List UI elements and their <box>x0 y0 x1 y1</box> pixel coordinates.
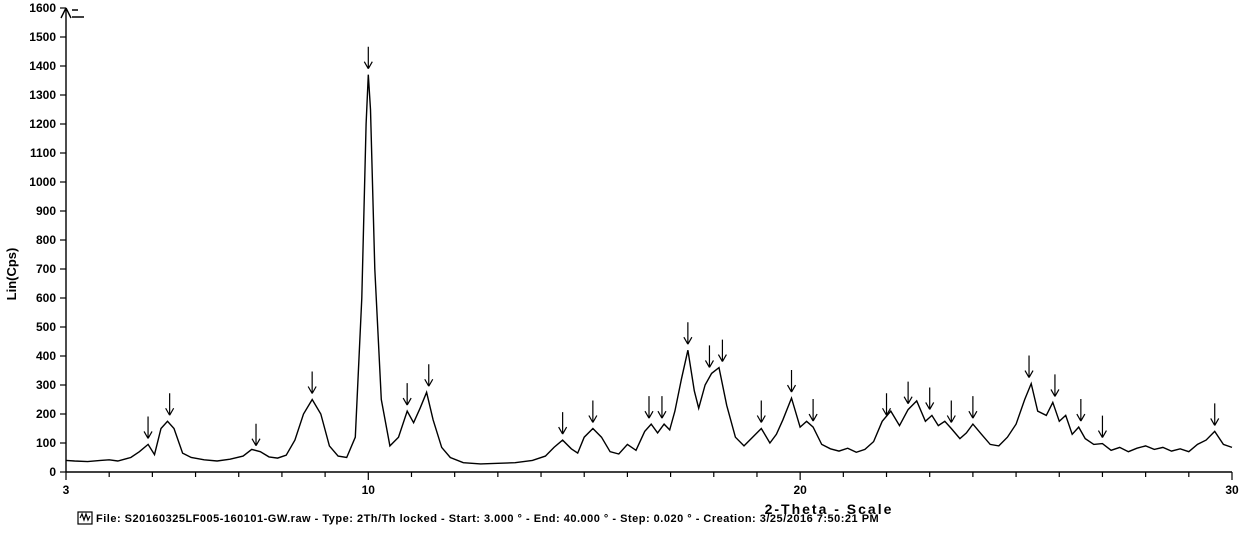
y-tick-label: 1200 <box>29 117 56 131</box>
peak-marker-icon <box>645 396 653 418</box>
y-tick-label: 800 <box>36 233 56 247</box>
y-tick-label: 1300 <box>29 88 56 102</box>
footer-file-info: File: S20160325LF005-160101-GW.raw - Typ… <box>96 513 879 525</box>
peak-marker-icon <box>788 370 796 392</box>
peak-marker-icon <box>684 322 692 344</box>
peak-marker-icon <box>252 424 260 446</box>
peak-marker-icon <box>559 412 567 434</box>
peak-marker-icon <box>658 396 666 418</box>
y-tick-label: 1600 <box>29 1 56 15</box>
x-tick-label: 10 <box>362 483 376 497</box>
peak-marker-icon <box>144 416 152 438</box>
xrd-chart-svg: 0 100 200 300 400 500 600 700 800 900 1000 1100 1200… <box>0 0 1239 535</box>
peak-marker-icon <box>969 396 977 418</box>
peak-marker-icon <box>308 372 316 394</box>
x-tick-label: 20 <box>793 483 807 497</box>
y-tick-label: 700 <box>36 262 56 276</box>
peak-marker-icon <box>364 47 372 69</box>
peak-marker-icon <box>809 399 817 421</box>
y-tick-label: 1100 <box>30 146 56 160</box>
y-tick-label: 300 <box>36 378 56 392</box>
y-tick-label: 900 <box>36 204 56 218</box>
y-tick-label: 200 <box>36 407 56 421</box>
y-tick-label: 0 <box>49 465 56 479</box>
y-axis-label: Lin(Cps) <box>4 248 19 301</box>
y-tick-label: 600 <box>36 291 56 305</box>
y-tick-label: 100 <box>36 436 56 450</box>
peak-marker-icon <box>718 340 726 362</box>
peak-marker-icon <box>904 382 912 404</box>
y-tick-label: 1400 <box>29 59 56 73</box>
y-tick-label: 500 <box>36 320 56 334</box>
x-tick-label: 3 <box>63 483 70 497</box>
peak-marker-icon <box>166 393 174 415</box>
peak-marker-icon <box>947 401 955 423</box>
peak-marker-icon <box>425 364 433 386</box>
peak-marker-icon <box>1051 374 1059 396</box>
y-tick-label: 1000 <box>29 175 56 189</box>
peak-marker-icon <box>1098 416 1106 438</box>
x-tick-label: 30 <box>1225 483 1239 497</box>
peak-marker-icon <box>757 401 765 423</box>
peak-marker-icon <box>705 345 713 367</box>
peak-marker-icon <box>926 387 934 409</box>
peak-marker-icon <box>1025 356 1033 378</box>
peak-marker-icon <box>589 401 597 423</box>
xrd-chart-container: 0 100 200 300 400 500 600 700 800 900 1000 1100 1200… <box>0 0 1239 535</box>
peak-marker-icon <box>1077 399 1085 421</box>
y-tick-label: 1500 <box>29 30 56 44</box>
peak-marker-icon <box>1211 403 1219 425</box>
peak-marker-icon <box>403 383 411 405</box>
y-tick-label: 400 <box>36 349 56 363</box>
